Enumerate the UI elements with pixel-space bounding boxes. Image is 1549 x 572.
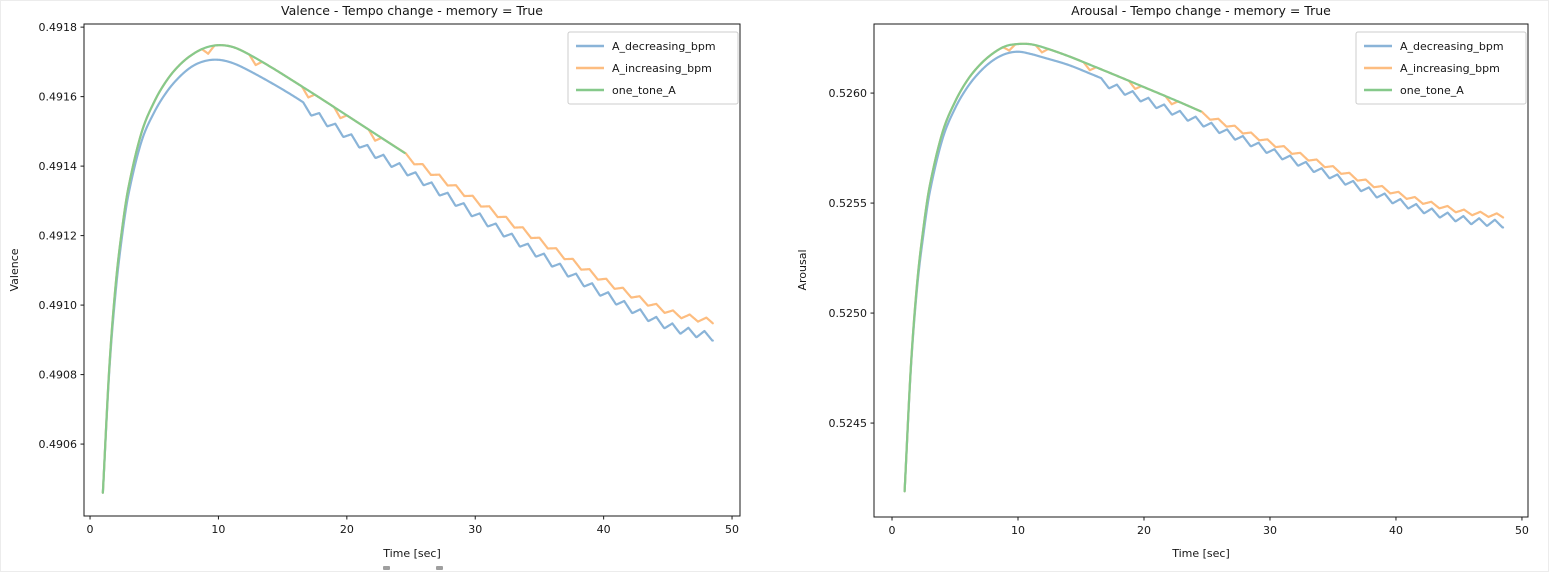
y-tick-label: 0.4918 xyxy=(39,21,78,34)
x-tick-label: 40 xyxy=(1389,524,1403,537)
plot-area: 0 10 20 30 40 50 0.5260 0.5255 0.5250 0.5245 A_dec… xyxy=(829,23,1529,537)
x-tick-label: 20 xyxy=(340,523,354,536)
valence-chart-canvas: Valence - Tempo change - memory = True T… xyxy=(8,3,741,560)
arousal-chart-panel: Arousal - Tempo change - memory = True T… xyxy=(775,0,1549,572)
x-tick-label: 50 xyxy=(1515,524,1529,537)
y-tick-label: 0.4908 xyxy=(39,369,78,382)
y-tick-label: 0.4910 xyxy=(39,299,78,312)
x-tick-label: 30 xyxy=(1263,524,1277,537)
series-line-one_tone_A xyxy=(101,44,406,494)
plot-border xyxy=(83,23,741,517)
y-tick-label: 0.5255 xyxy=(829,197,868,210)
x-axis-label: Time [sec] xyxy=(382,547,441,560)
chart-title: Valence - Tempo change - memory = True xyxy=(281,3,543,18)
x-tick-label: 0 xyxy=(889,524,896,537)
series-line-A_increasing_bpm xyxy=(903,42,1505,493)
y-tick-label: 0.4914 xyxy=(39,160,78,173)
series-line-one_tone_A xyxy=(903,42,1202,493)
y-tick-label: 0.4916 xyxy=(39,91,78,104)
valence-chart-panel: Valence - Tempo change - memory = True T… xyxy=(8,3,741,560)
x-tick-label: 30 xyxy=(468,523,482,536)
x-tick-label: 10 xyxy=(211,523,225,536)
x-tick-label: 10 xyxy=(1011,524,1025,537)
x-tick-label: 20 xyxy=(1137,524,1151,537)
y-tick-label: 0.4912 xyxy=(39,230,78,243)
screen-artifact xyxy=(383,566,390,570)
legend-label-A_increasing_bpm: A_increasing_bpm xyxy=(1400,62,1500,75)
plot-border xyxy=(873,23,1529,518)
x-tick-label: 0 xyxy=(87,523,94,536)
series-line-A_increasing_bpm xyxy=(101,44,714,494)
legend-label-one_tone_A: one_tone_A xyxy=(612,84,676,97)
legend-label-A_decreasing_bpm: A_decreasing_bpm xyxy=(1400,40,1504,53)
y-tick-label: 0.4906 xyxy=(39,438,78,451)
y-tick-label: 0.5260 xyxy=(829,87,868,100)
y-axis-label: Arousal xyxy=(796,249,809,290)
legend-label-A_increasing_bpm: A_increasing_bpm xyxy=(612,62,712,75)
arousal-chart-canvas: Arousal - Tempo change - memory = True T… xyxy=(796,3,1529,560)
x-tick-label: 50 xyxy=(725,523,739,536)
legend-label-A_decreasing_bpm: A_decreasing_bpm xyxy=(612,40,716,53)
y-tick-label: 0.5250 xyxy=(829,307,868,320)
series-line-A_decreasing_bpm xyxy=(903,50,1505,493)
legend-box xyxy=(1355,31,1527,105)
screen-artifact xyxy=(436,566,443,570)
legend-label-one_tone_A: one_tone_A xyxy=(1400,84,1464,97)
chart-title: Arousal - Tempo change - memory = True xyxy=(1071,3,1331,18)
plot-area: 0 10 20 30 40 50 0.4918 0.4916 0.4914 0.4912 0.491… xyxy=(39,21,741,536)
x-axis-label: Time [sec] xyxy=(1171,547,1230,560)
legend-box xyxy=(567,31,739,105)
y-axis-label: Valence xyxy=(8,248,21,291)
x-tick-label: 40 xyxy=(597,523,611,536)
series-line-A_decreasing_bpm xyxy=(101,58,714,494)
y-tick-label: 0.5245 xyxy=(829,417,868,430)
